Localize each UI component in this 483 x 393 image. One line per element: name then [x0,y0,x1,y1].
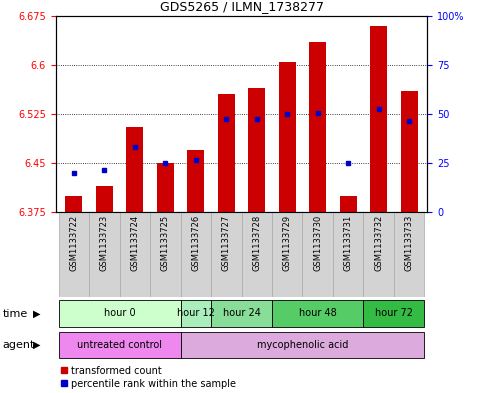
Bar [127,127,143,212]
Text: GSM1133723: GSM1133723 [100,215,109,271]
Bar [248,88,265,212]
Text: GSM1133728: GSM1133728 [252,215,261,271]
Bar [58,300,181,327]
Bar [58,212,89,297]
Text: GSM1133730: GSM1133730 [313,215,322,271]
Text: GSM1133725: GSM1133725 [161,215,170,271]
Bar [242,212,272,297]
Bar [272,212,302,297]
Text: GSM1133724: GSM1133724 [130,215,139,271]
Bar [120,212,150,297]
Bar [58,332,181,358]
Bar [340,196,356,212]
Text: time: time [2,309,28,319]
Bar [272,300,363,327]
Text: untreated control: untreated control [77,340,162,350]
Bar [157,163,174,212]
Text: GSM1133732: GSM1133732 [374,215,383,271]
Bar [96,186,113,212]
Bar [333,212,363,297]
Text: GSM1133727: GSM1133727 [222,215,231,271]
Bar [211,212,242,297]
Bar [187,150,204,212]
Bar [150,212,181,297]
Bar [363,212,394,297]
Bar [394,212,425,297]
Text: hour 24: hour 24 [223,309,260,318]
Text: hour 12: hour 12 [177,309,215,318]
Text: GSM1133731: GSM1133731 [344,215,353,271]
Bar [181,212,211,297]
Bar [401,91,417,212]
Bar [66,196,82,212]
Legend: transformed count, percentile rank within the sample: transformed count, percentile rank withi… [60,365,236,389]
Bar [181,332,425,358]
Text: hour 48: hour 48 [299,309,337,318]
Text: hour 0: hour 0 [104,309,135,318]
Bar [302,212,333,297]
Text: GSM1133722: GSM1133722 [70,215,78,271]
Bar [279,62,296,212]
Bar [309,42,326,212]
Text: agent: agent [2,340,35,350]
Title: GDS5265 / ILMN_1738277: GDS5265 / ILMN_1738277 [159,0,324,13]
Text: GSM1133729: GSM1133729 [283,215,292,271]
Bar [181,300,211,327]
Text: mycophenolic acid: mycophenolic acid [257,340,348,350]
Bar [218,94,235,212]
Text: ▶: ▶ [32,309,40,319]
Bar [211,300,272,327]
Bar [89,212,120,297]
Bar [363,300,425,327]
Text: GSM1133733: GSM1133733 [405,215,413,271]
Text: hour 72: hour 72 [375,309,413,318]
Bar [370,26,387,212]
Text: ▶: ▶ [32,340,40,350]
Text: GSM1133726: GSM1133726 [191,215,200,271]
